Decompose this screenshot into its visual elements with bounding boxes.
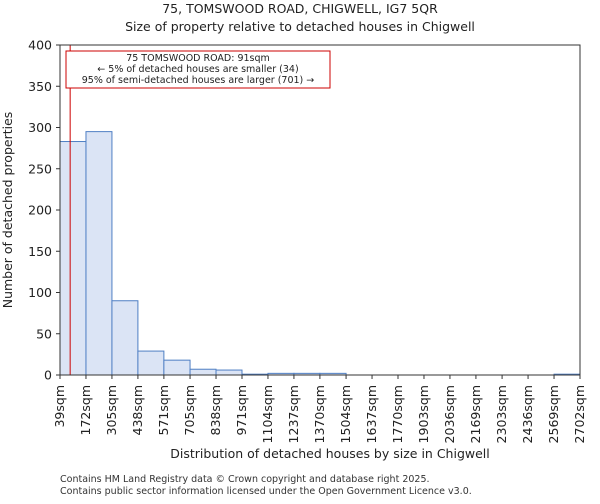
x-tick-label: 2569sqm (546, 385, 561, 443)
x-tick-label: 1370sqm (312, 385, 327, 443)
bar-39sqm (59, 141, 87, 376)
x-tick-label: 1637sqm (364, 385, 379, 443)
footer-line-1: Contains HM Land Registry data © Crown c… (60, 474, 430, 485)
x-tick-label: 172sqm (78, 385, 93, 435)
y-tick-label: 100 (28, 285, 52, 300)
bar-571sqm (163, 359, 191, 376)
y-tick-label: 350 (28, 79, 52, 94)
x-tick-label: 2436sqm (520, 385, 535, 443)
y-tick-label: 300 (28, 120, 52, 135)
y-axis-label: Number of detached properties (0, 112, 15, 309)
footer-line-2: Contains public sector information licen… (60, 486, 472, 497)
annotation-box: 75 TOMSWOOD ROAD: 91sqm ← 5% of detached… (65, 50, 331, 89)
y-tick-label: 250 (28, 161, 52, 176)
x-tick-label: 2702sqm (572, 385, 587, 443)
x-tick-label: 1903sqm (416, 385, 431, 443)
x-tick-label: 2036sqm (442, 385, 457, 443)
y-tick-label: 400 (28, 38, 52, 53)
annotation-box-border (65, 50, 331, 89)
chart-subtitle: Size of property relative to detached ho… (125, 19, 475, 34)
annotation-line-2: ← 5% of detached houses are smaller (34) (97, 64, 298, 75)
y-tick-label: 150 (28, 244, 52, 259)
y-tick-label: 200 (28, 203, 52, 218)
y-tick-label: 50 (36, 326, 52, 341)
annotation-line-3: 95% of semi-detached houses are larger (… (82, 75, 315, 86)
chart-title: 75, TOMSWOOD ROAD, CHIGWELL, IG7 5QR (162, 1, 438, 16)
bar-838sqm (215, 369, 243, 376)
x-tick-label: 571sqm (156, 385, 171, 435)
x-tick-label: 2303sqm (494, 385, 509, 443)
x-tick-label: 1237sqm (286, 385, 301, 443)
x-axis-ticks: 39sqm 172sqm 305sqm 438sqm 571sqm 705sqm 838sq… (52, 375, 587, 443)
x-tick-label: 305sqm (104, 385, 119, 435)
bar-172sqm (85, 131, 113, 376)
y-tick-label: 0 (44, 368, 52, 383)
x-tick-label: 1104sqm (260, 385, 275, 443)
bars-group (59, 131, 581, 376)
x-tick-label: 838sqm (208, 385, 223, 435)
x-tick-label: 971sqm (234, 385, 249, 435)
x-tick-label: 438sqm (130, 385, 145, 435)
annotation-line-1: 75 TOMSWOOD ROAD: 91sqm (126, 53, 270, 64)
x-tick-label: 2169sqm (468, 385, 483, 443)
x-tick-label: 1770sqm (390, 385, 405, 443)
x-tick-label: 39sqm (52, 385, 67, 428)
y-axis-ticks: 0 50 100 150 200 250 300 350 400 (28, 38, 60, 383)
x-axis-label: Distribution of detached houses by size … (170, 446, 489, 461)
bar-438sqm (137, 350, 165, 376)
plot-frame (59, 44, 581, 376)
bar-705sqm (189, 368, 217, 376)
bar-305sqm (111, 300, 139, 376)
x-tick-label: 1504sqm (338, 385, 353, 443)
x-tick-label: 705sqm (182, 385, 197, 435)
